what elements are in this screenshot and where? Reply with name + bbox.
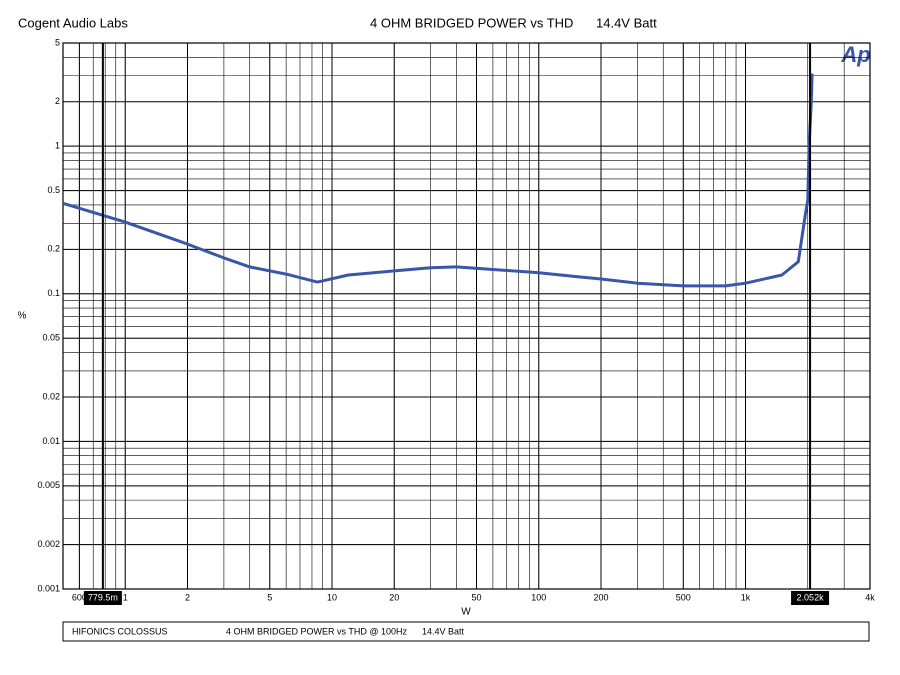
logo: Ap [840, 42, 870, 67]
cursor-label: 779.5m [88, 592, 118, 602]
plot-frame [62, 42, 871, 590]
y-tick-label: 0.2 [47, 244, 60, 254]
x-tick-label: 5 [267, 592, 272, 602]
x-tick-label: 10 [327, 592, 337, 602]
x-tick-label: 1k [741, 592, 751, 602]
y-axis-label: % [18, 311, 27, 322]
x-tick-label: 20 [389, 592, 399, 602]
chart-title: 4 OHM BRIDGED POWER vs THD [370, 15, 573, 30]
footer-text: HIFONICS COLOSSUS [72, 626, 168, 636]
y-tick-label: 1 [55, 141, 60, 151]
footer-text: 14.4V Batt [422, 626, 465, 636]
cursor-label-box [791, 591, 830, 605]
y-tick-label: 2 [55, 96, 60, 106]
x-tick-label: 50 [472, 592, 482, 602]
cursor-label: 2.052k [797, 592, 825, 602]
company: Cogent Audio Labs [18, 15, 128, 30]
y-tick-label: 0.001 [37, 583, 60, 593]
footer-box [62, 621, 870, 642]
y-tick-label: 0.05 [42, 333, 60, 343]
cursor-label-box [83, 591, 122, 605]
y-tick-label: 0.5 [47, 185, 60, 195]
y-tick-label: 0.02 [42, 391, 60, 401]
x-tick-label: 500 [676, 592, 691, 602]
x-axis-label: W [461, 607, 471, 618]
x-tick-label: 200 [593, 592, 608, 602]
x-tick-label: 4k [865, 592, 875, 602]
y-tick-label: 0.005 [37, 480, 60, 490]
x-tick-label: 600 [72, 592, 87, 602]
x-tick-label: 2 [185, 592, 190, 602]
chart-subtitle: 14.4V Batt [596, 15, 657, 30]
x-tick-label: 100 [531, 592, 546, 602]
y-tick-label: 5 [55, 37, 60, 47]
x-tick-label: 1 [123, 592, 128, 602]
footer-text: 4 OHM BRIDGED POWER vs THD @ 100Hz [226, 626, 407, 636]
data-line [62, 73, 814, 288]
y-tick-label: 0.002 [37, 539, 60, 549]
y-tick-label: 0.1 [47, 288, 60, 298]
y-tick-label: 0.01 [42, 436, 60, 446]
